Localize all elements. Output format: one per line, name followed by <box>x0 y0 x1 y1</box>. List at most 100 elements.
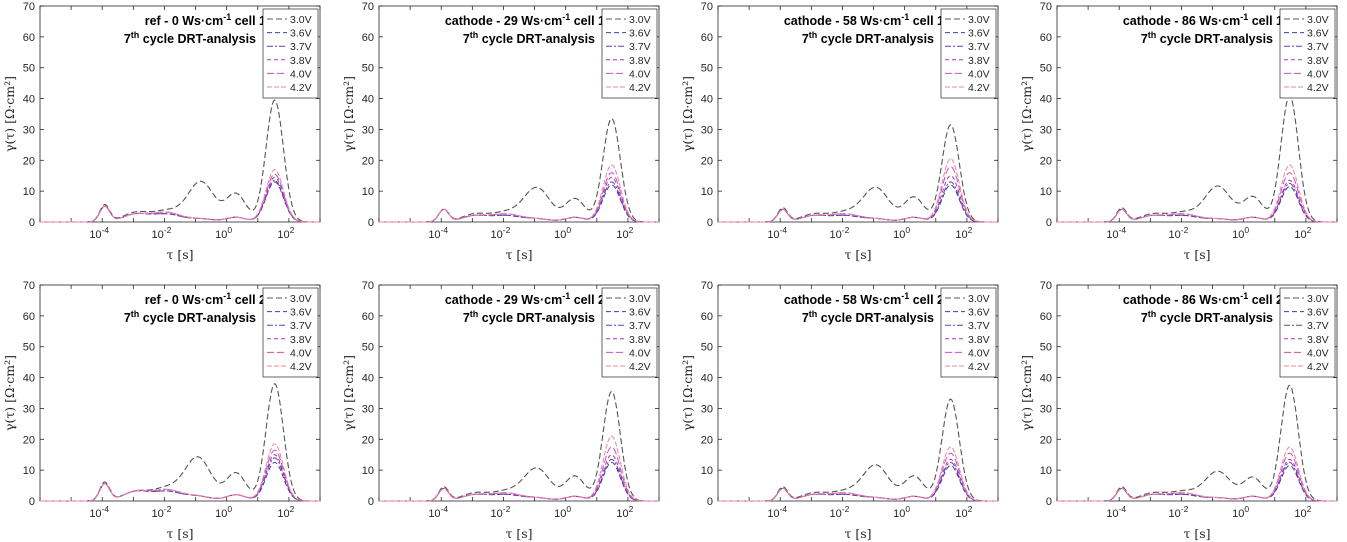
y-tick-label: 70 <box>362 280 374 292</box>
y-tick-label: 50 <box>23 342 35 354</box>
chart-subtitle: 7th cycle DRT-analysis <box>1141 309 1273 325</box>
chart-title: cathode - 58 Ws·cm-1 cell 2 <box>784 291 944 307</box>
x-tick-label: 102 <box>277 225 294 241</box>
chart-subtitle: 7th cycle DRT-analysis <box>124 309 256 325</box>
legend-box <box>940 287 997 378</box>
y-tick-label: 10 <box>701 465 713 477</box>
legend-box <box>940 8 997 99</box>
x-tick-label: 10-2 <box>830 225 850 241</box>
y-tick-label: 10 <box>701 186 713 198</box>
series-line <box>40 443 320 502</box>
y-tick-label: 30 <box>701 403 713 415</box>
drt-panel: 0 10 20 30 40 50 60 70 10-4 10-2 100 102 τ [s] γ(τ) [… <box>341 1 660 262</box>
x-tick-label: 100 <box>554 504 571 520</box>
y-tick-label: 0 <box>1046 496 1052 508</box>
y-tick-label: 70 <box>701 280 713 292</box>
x-axis-label: τ [s] <box>166 247 193 262</box>
y-tick-label: 20 <box>1040 155 1052 167</box>
x-tick-label: 102 <box>955 225 972 241</box>
drt-panel: 0 10 20 30 40 50 60 70 10-4 10-2 100 102 τ [s] γ(τ) [… <box>1019 280 1338 541</box>
x-tick-label: 10-2 <box>152 225 172 241</box>
chart-title: cathode - 29 Ws·cm-1 cell 2 <box>445 291 605 307</box>
x-axis-label: τ [s] <box>166 526 193 541</box>
y-tick-label: 50 <box>701 63 713 75</box>
x-axis-label: τ [s] <box>1183 526 1210 541</box>
chart-title: ref - 0 Ws·cm-1 cell 2 <box>145 291 266 307</box>
y-tick-label: 40 <box>1040 373 1052 385</box>
y-tick-label: 0 <box>368 217 374 229</box>
series-line <box>379 181 659 223</box>
chart-subtitle: 7th cycle DRT-analysis <box>463 309 595 325</box>
legend-entry: 4.0V <box>629 347 651 359</box>
legend-entry: 4.2V <box>290 361 312 373</box>
plot-area <box>378 284 660 502</box>
chart-subtitle: 7th cycle DRT-analysis <box>802 309 934 325</box>
y-tick-label: 30 <box>23 124 35 136</box>
legend-entry: 3.7V <box>968 41 990 53</box>
chart-subtitle: 7th cycle DRT-analysis <box>1141 30 1273 46</box>
x-tick-label: 10-4 <box>1106 504 1126 520</box>
legend-entry: 3.0V <box>1307 293 1329 305</box>
y-tick-label: 70 <box>362 1 374 13</box>
legend-entry: 4.2V <box>629 82 651 94</box>
x-tick-label: 102 <box>1294 504 1311 520</box>
drt-panel: 0 10 20 30 40 50 60 70 10-4 10-2 100 102 τ [s] γ(τ) [… <box>2 1 321 262</box>
legend-entry: 3.6V <box>290 307 312 319</box>
legend-box <box>262 8 319 99</box>
legend-entry: 3.8V <box>290 55 312 67</box>
legend-entry: 3.6V <box>290 28 312 40</box>
y-tick-label: 40 <box>362 94 374 106</box>
legend-entry: 3.8V <box>629 334 651 346</box>
y-tick-label: 0 <box>707 496 713 508</box>
legend-entry: 4.0V <box>968 347 990 359</box>
y-tick-label: 20 <box>701 155 713 167</box>
legend-entry: 3.0V <box>1307 14 1329 26</box>
x-axis-label: τ [s] <box>844 526 871 541</box>
y-tick-label: 20 <box>362 155 374 167</box>
x-tick-label: 100 <box>893 504 910 520</box>
y-axis-label: γ(τ) [Ω·cm²] <box>1019 76 1034 152</box>
legend-entry: 4.0V <box>1307 347 1329 359</box>
x-tick-label: 10-4 <box>89 504 109 520</box>
x-tick-label: 10-2 <box>491 225 511 241</box>
x-tick-label: 10-2 <box>830 504 850 520</box>
y-axis-label: γ(τ) [Ω·cm²] <box>341 355 356 431</box>
legend-entry: 3.6V <box>968 28 990 40</box>
legend-entry: 4.2V <box>968 82 990 94</box>
legend-entry: 4.0V <box>968 68 990 80</box>
legend-entry: 3.7V <box>1307 320 1329 332</box>
chart-subtitle: 7th cycle DRT-analysis <box>124 30 256 46</box>
y-tick-label: 10 <box>1040 465 1052 477</box>
y-tick-label: 10 <box>362 186 374 198</box>
y-tick-label: 30 <box>1040 403 1052 415</box>
x-axis-label: τ [s] <box>505 526 532 541</box>
y-tick-label: 60 <box>23 32 35 44</box>
legend-box <box>1279 287 1336 378</box>
legend-entry: 4.0V <box>1307 68 1329 80</box>
y-tick-label: 60 <box>701 311 713 323</box>
x-tick-label: 10-4 <box>767 504 787 520</box>
legend-entry: 3.8V <box>968 334 990 346</box>
y-tick-label: 40 <box>23 373 35 385</box>
chart-subtitle: 7th cycle DRT-analysis <box>802 30 934 46</box>
legend-entry: 3.0V <box>629 14 651 26</box>
y-tick-label: 40 <box>701 94 713 106</box>
legend-entry: 3.8V <box>290 334 312 346</box>
series-line <box>718 461 998 502</box>
series-line <box>718 158 998 223</box>
y-tick-label: 70 <box>1040 1 1052 13</box>
legend-entry: 3.0V <box>290 14 312 26</box>
legend-entry: 3.7V <box>290 320 312 332</box>
series-line <box>379 164 659 223</box>
y-tick-label: 50 <box>23 63 35 75</box>
y-tick-label: 0 <box>1046 217 1052 229</box>
y-tick-label: 60 <box>362 32 374 44</box>
y-tick-label: 40 <box>701 373 713 385</box>
series-line <box>718 446 998 502</box>
legend-entry: 4.2V <box>1307 361 1329 373</box>
legend-entry: 4.2V <box>968 361 990 373</box>
y-tick-label: 50 <box>1040 63 1052 75</box>
y-axis-label: γ(τ) [Ω·cm²] <box>2 355 17 431</box>
y-tick-label: 0 <box>368 496 374 508</box>
